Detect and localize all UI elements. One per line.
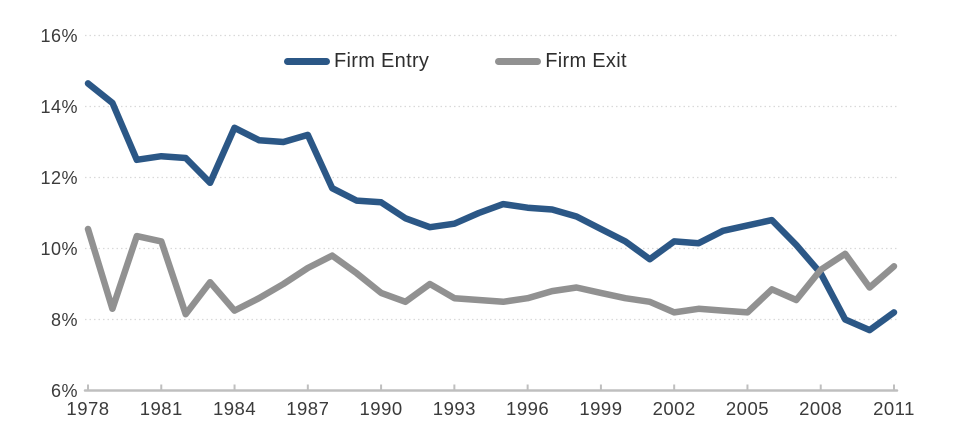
y-tick-label-10: 10% (40, 238, 78, 259)
x-tick-label-1999: 1999 (579, 398, 623, 419)
x-tick-label-1993: 1993 (432, 398, 476, 419)
y-tick-label-14: 14% (40, 96, 78, 117)
series-line-firm-exit (84, 225, 898, 318)
legend-item-firm-exit: Firm Exit (495, 50, 627, 73)
firm-exit-line-swatch (495, 58, 542, 65)
y-tick-label-8: 8% (50, 309, 78, 330)
firm-exit-legend-label: Firm Exit (545, 50, 627, 72)
x-tick-label-1978: 1978 (66, 398, 110, 419)
series-line-firm-entry (84, 80, 898, 334)
legend-item-firm-entry: Firm Entry (284, 50, 429, 73)
firm-entry-legend-label: Firm Entry (334, 50, 430, 72)
y-tick-label-6: 6% (50, 380, 78, 401)
x-tick-label-1996: 1996 (506, 398, 550, 419)
x-tick-label-2011: 2011 (873, 398, 915, 419)
x-tick-label-1990: 1990 (359, 398, 403, 419)
firm-entry-line-swatch (284, 58, 330, 65)
x-tick-label-2005: 2005 (725, 398, 770, 419)
y-tick-label-16: 16% (40, 25, 78, 46)
x-tick-label-2008: 2008 (799, 398, 843, 419)
x-tick-label-1987: 1987 (286, 398, 330, 419)
chart-legend: Firm Entry Firm Exit (284, 50, 627, 73)
y-tick-label-12: 12% (40, 167, 78, 188)
x-tick-label-1981: 1981 (139, 398, 183, 419)
x-tick-label-1984: 1984 (212, 398, 257, 419)
x-tick-label-2002: 2002 (652, 398, 696, 419)
